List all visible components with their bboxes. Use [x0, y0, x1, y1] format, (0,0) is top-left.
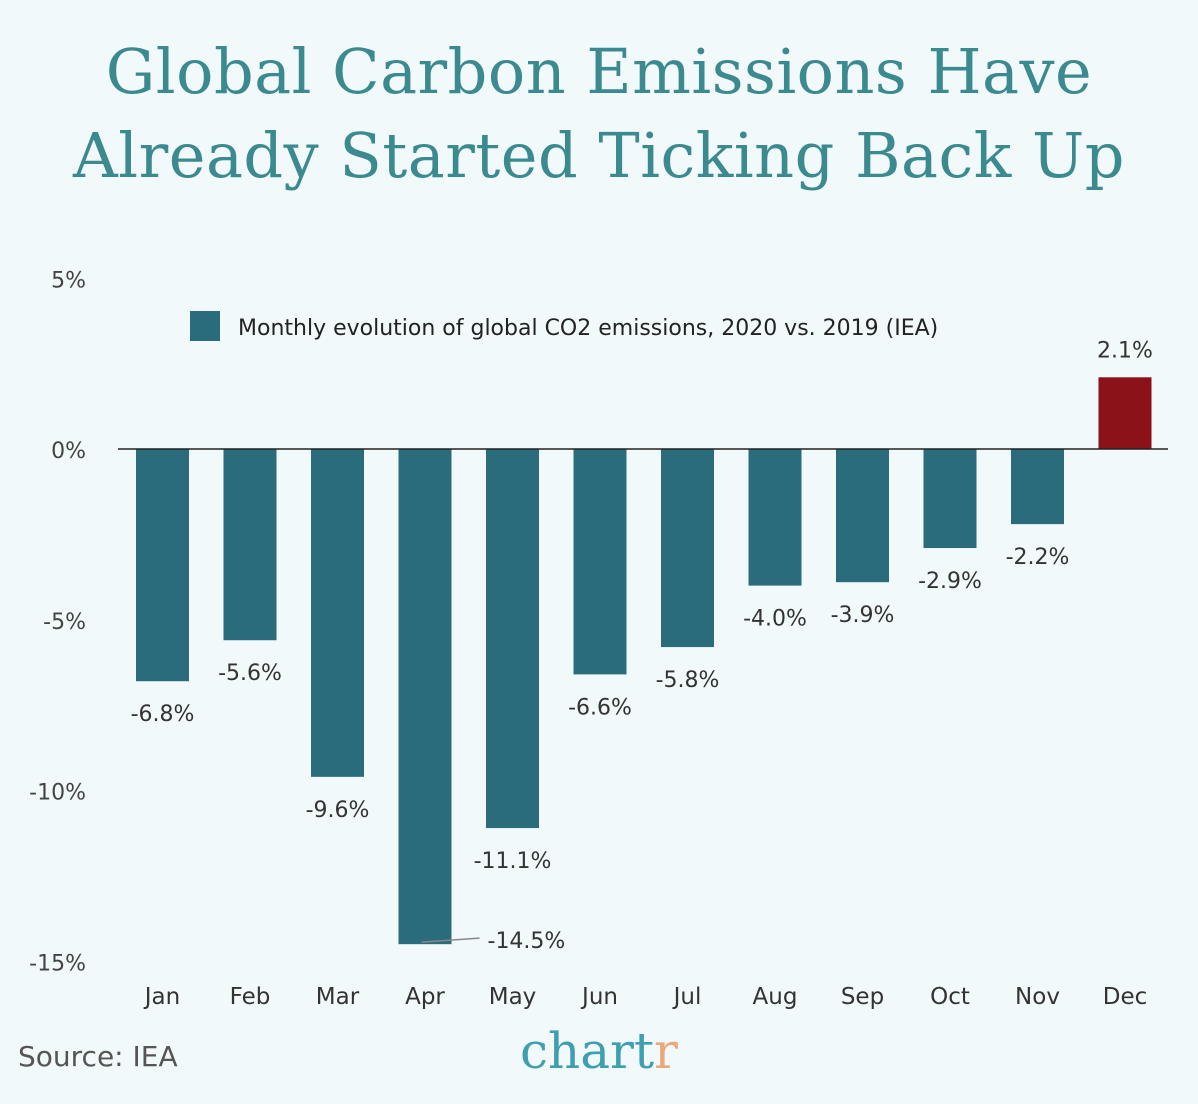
data-label: -6.6%: [568, 695, 632, 720]
bar-jul: [661, 449, 714, 648]
title-line-1: Global Carbon Emissions Have: [105, 35, 1093, 108]
x-tick-label: Aug: [753, 984, 798, 1010]
bar-nov: [1011, 449, 1064, 525]
legend-label: Monthly evolution of global CO2 emission…: [238, 316, 938, 341]
x-tick-label: Feb: [230, 984, 271, 1010]
chartr-logo: chartr: [520, 1022, 678, 1080]
data-label: -6.8%: [131, 702, 195, 727]
y-tick-label: -5%: [43, 610, 86, 635]
data-label: -9.6%: [306, 798, 370, 823]
x-tick-label: Dec: [1103, 984, 1148, 1010]
bar-mar: [311, 449, 364, 777]
x-tick-label: Jun: [580, 984, 618, 1010]
bar-oct: [923, 449, 977, 549]
bar-jan: [136, 449, 189, 682]
bar-dec: [1098, 377, 1152, 449]
x-tick-label: Apr: [405, 984, 445, 1010]
bar-may: [486, 449, 539, 829]
data-label: -2.2%: [1006, 545, 1070, 570]
bar-sep: [836, 449, 889, 583]
x-tick-label: May: [489, 984, 537, 1010]
x-tick-label: Jan: [143, 984, 180, 1010]
y-tick-label: -10%: [29, 781, 86, 806]
bar-apr: [398, 449, 452, 945]
y-tick-label: -15%: [29, 951, 86, 976]
x-tick-label: Nov: [1015, 984, 1060, 1010]
bar-aug: [748, 449, 802, 586]
y-tick-label: 5%: [51, 268, 86, 293]
data-label: 2.1%: [1097, 338, 1153, 363]
data-label: -3.9%: [831, 603, 895, 628]
chart-title: Global Carbon Emissions Have Already Star…: [0, 30, 1198, 198]
data-label: -11.1%: [474, 849, 552, 874]
x-tick-label: Oct: [930, 984, 970, 1010]
x-tick-label: Mar: [316, 984, 360, 1010]
x-tick-label: Sep: [841, 984, 884, 1010]
x-tick-label: Jul: [672, 984, 702, 1010]
data-label: -2.9%: [918, 569, 982, 594]
label-leader-line: [421, 937, 480, 943]
data-label: -5.8%: [656, 668, 720, 693]
data-label: -5.6%: [218, 661, 282, 686]
source-note: Source: IEA: [18, 1040, 178, 1073]
y-tick-label: 0%: [51, 439, 86, 464]
bar-feb: [223, 449, 277, 641]
data-label: -4.0%: [743, 607, 807, 632]
bar-jun: [573, 449, 627, 675]
data-label: -14.5%: [488, 929, 566, 954]
title-line-2: Already Started Ticking Back Up: [73, 119, 1125, 192]
legend-swatch: [190, 311, 220, 341]
